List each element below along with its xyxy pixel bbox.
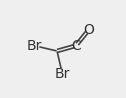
Text: Br: Br bbox=[55, 67, 70, 81]
Text: Br: Br bbox=[27, 39, 42, 53]
Text: C: C bbox=[71, 39, 81, 53]
Text: O: O bbox=[83, 23, 94, 37]
